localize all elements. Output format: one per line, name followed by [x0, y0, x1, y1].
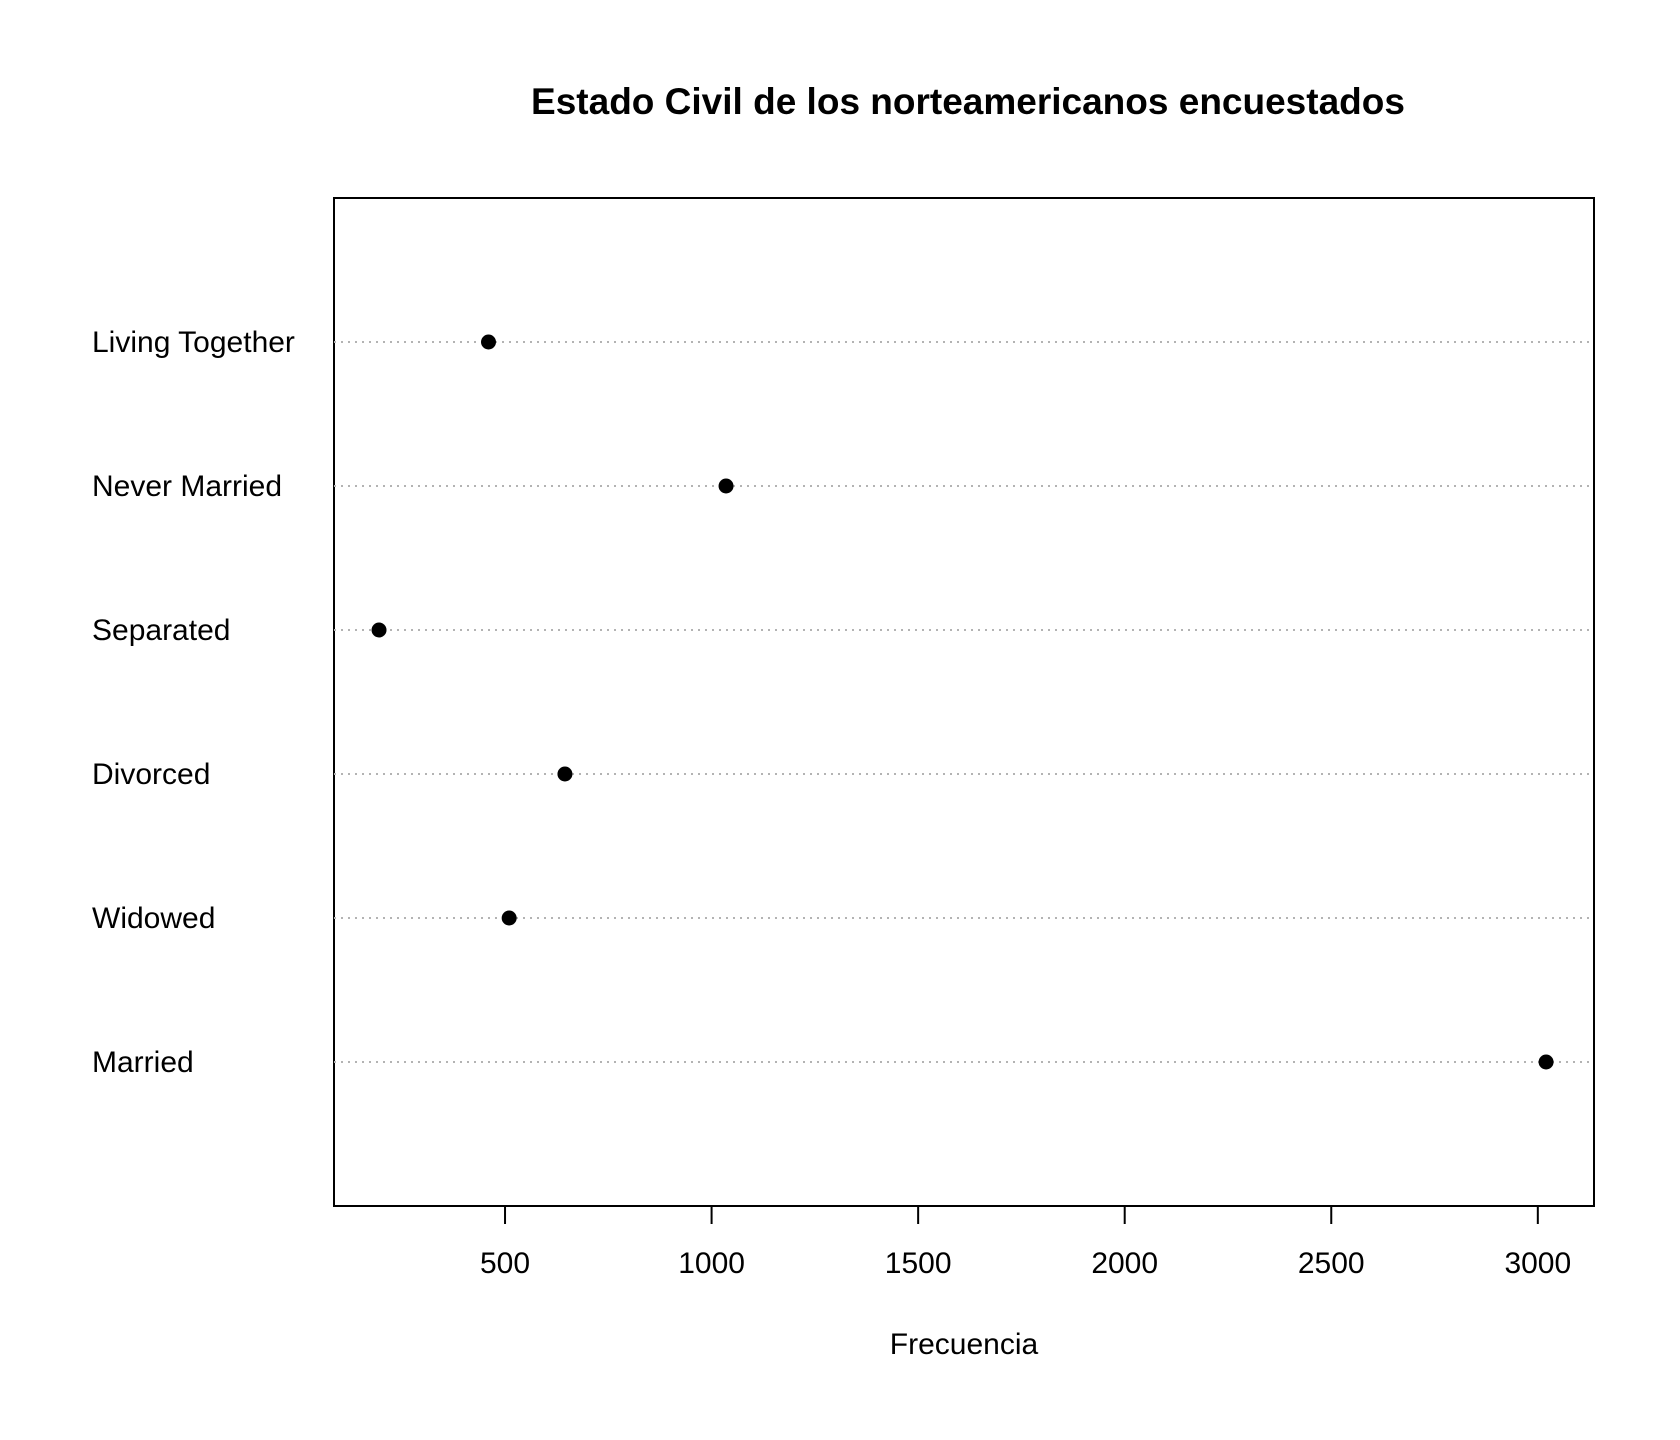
data-point	[481, 334, 497, 350]
data-point	[371, 622, 387, 638]
category-label: Never Married	[92, 470, 282, 503]
category-labels: Married Widowed Divorced Separated Never Mar…	[92, 326, 295, 1079]
data-point	[557, 766, 573, 782]
category-label: Living Together	[92, 326, 295, 359]
category-label: Separated	[92, 614, 230, 647]
gridlines	[334, 341, 1594, 1063]
data-point	[1538, 1054, 1554, 1070]
data-point	[501, 910, 517, 926]
x-tick-label: 1500	[885, 1247, 952, 1280]
data-point	[718, 478, 734, 494]
chart-title: Estado Civil de los norteamericanos encu…	[531, 81, 1405, 122]
category-label: Widowed	[92, 902, 215, 935]
plot-frame	[333, 197, 1595, 1207]
x-tick-label: 2000	[1091, 1247, 1158, 1280]
x-tick-label: 500	[480, 1247, 530, 1280]
x-axis: 500 1000 1500 2000 2500 3000	[480, 1205, 1571, 1280]
x-tick-label: 3000	[1504, 1247, 1571, 1280]
x-axis-label: Frecuencia	[890, 1328, 1039, 1361]
x-tick-label: 2500	[1298, 1247, 1365, 1280]
x-tick-label: 1000	[678, 1247, 745, 1280]
data-points	[371, 334, 1554, 1070]
category-label: Married	[92, 1046, 194, 1079]
category-label: Divorced	[92, 758, 210, 791]
